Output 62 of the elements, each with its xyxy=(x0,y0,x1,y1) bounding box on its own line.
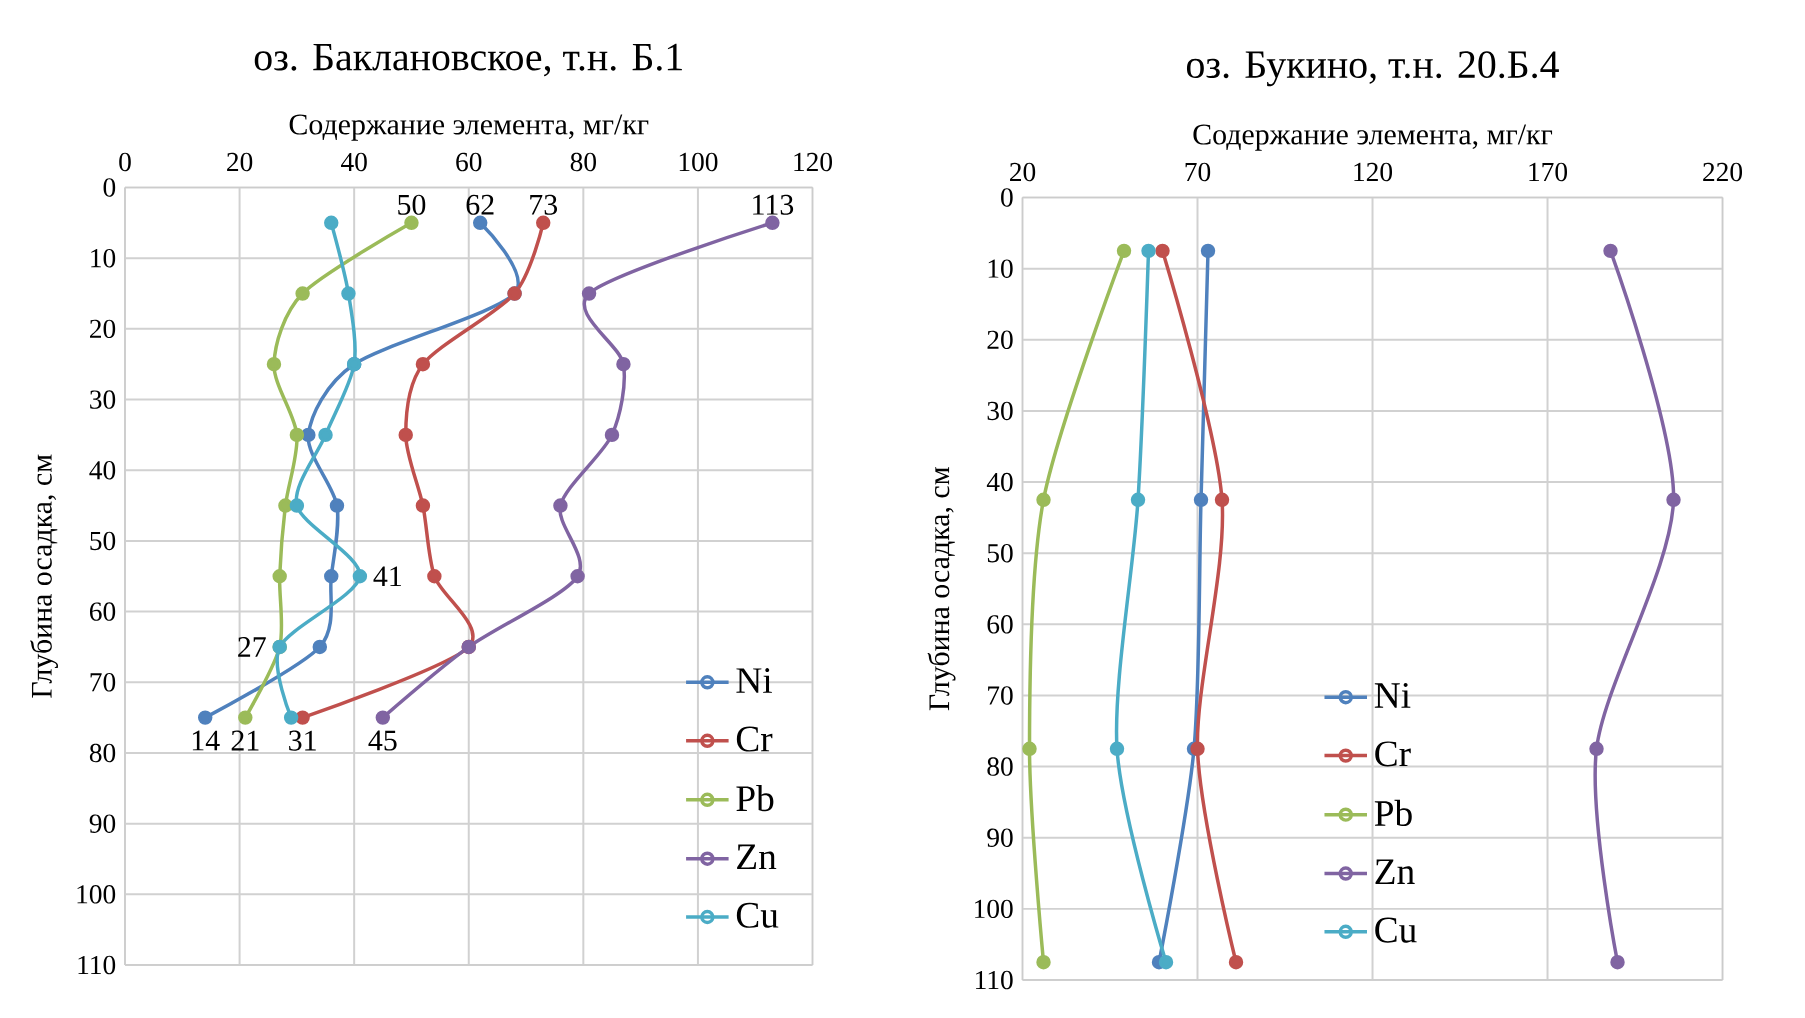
x-tick-label: 70 xyxy=(1185,163,1211,182)
y-tick-label: 110 xyxy=(976,971,1013,990)
x-tick-label: 220 xyxy=(1703,163,1743,182)
y-tick-label: 60 xyxy=(89,602,116,622)
chart-title: оз. Баклановское, т.н. Б.1 xyxy=(254,44,682,77)
y-axis-title: Глубина осадка, см xyxy=(927,467,956,711)
y-tick-label: 20 xyxy=(90,319,116,339)
legend-label: Zn xyxy=(1375,859,1415,885)
annotation: 50 xyxy=(398,194,426,216)
y-tick-label: 10 xyxy=(91,249,116,268)
annotation: 62 xyxy=(466,195,494,216)
legend-label: Cu xyxy=(1375,917,1417,943)
x-tick-label: 120 xyxy=(1354,163,1393,182)
annotation: 113 xyxy=(753,195,794,216)
legend-label: Ni xyxy=(736,668,772,694)
x-tick-label: 100 xyxy=(679,153,718,172)
annotation: 27 xyxy=(238,637,266,658)
legend-label: Zn xyxy=(737,844,777,870)
y-tick-label: 70 xyxy=(90,673,116,692)
y-tick-label: 50 xyxy=(987,544,1013,563)
annotation: 14 xyxy=(192,730,220,751)
y-axis-title: Глубина осадка, см xyxy=(30,454,58,698)
x-axis-title: Содержание элемента, мг/кг xyxy=(289,114,649,141)
legend-label: Pb xyxy=(736,785,774,812)
legend-label: Cr xyxy=(1375,741,1411,767)
legend-label: Pb xyxy=(1374,800,1412,827)
x-tick-label: 120 xyxy=(794,153,833,172)
y-tick-label: 10 xyxy=(988,259,1013,279)
y-tick-label: 60 xyxy=(987,615,1013,634)
x-tick-label: 60 xyxy=(456,153,482,172)
x-tick-label: 170 xyxy=(1529,163,1568,182)
legend-label: Cr xyxy=(736,726,773,752)
x-axis-title: Содержание элемента, мг/кг xyxy=(1193,124,1553,151)
y-tick-label: 30 xyxy=(90,390,116,410)
legend-label: Cu xyxy=(736,903,779,929)
annotation: 73 xyxy=(530,195,558,216)
y-tick-label: 50 xyxy=(90,531,116,551)
annotation: 31 xyxy=(289,730,316,751)
x-tick-label: 0 xyxy=(119,153,131,172)
x-tick-label: 80 xyxy=(570,153,596,172)
y-tick-label: 110 xyxy=(78,956,116,975)
y-tick-label: 70 xyxy=(988,686,1013,705)
y-tick-label: 80 xyxy=(89,743,116,763)
legend-label: Ni xyxy=(1374,683,1411,708)
annotation: 45 xyxy=(368,730,397,751)
annotation: 21 xyxy=(231,730,259,751)
chart-title: оз. Букино, т.н. 20.Б.4 xyxy=(1186,51,1559,87)
y-tick-label: 20 xyxy=(987,330,1013,350)
y-tick-label: 100 xyxy=(975,899,1013,919)
y-tick-label: 0 xyxy=(1001,188,1013,207)
annotation: 41 xyxy=(373,566,401,587)
y-tick-label: 80 xyxy=(987,757,1013,777)
y-tick-label: 90 xyxy=(987,828,1013,848)
y-tick-label: 30 xyxy=(987,401,1013,421)
y-tick-label: 40 xyxy=(986,473,1013,492)
x-tick-label: 40 xyxy=(341,153,367,172)
y-tick-label: 100 xyxy=(77,885,116,904)
y-tick-label: 90 xyxy=(89,814,116,834)
y-tick-label: 0 xyxy=(103,178,116,197)
x-tick-label: 20 xyxy=(227,153,253,172)
x-tick-label: 20 xyxy=(1010,163,1036,182)
y-tick-label: 40 xyxy=(89,461,116,480)
